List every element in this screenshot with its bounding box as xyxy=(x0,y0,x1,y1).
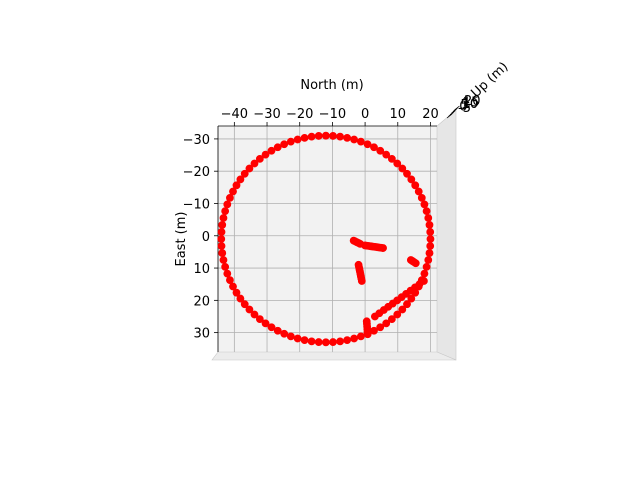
x-tick-label: 0 xyxy=(361,107,369,122)
data-point xyxy=(219,221,226,228)
data-point xyxy=(420,277,427,284)
data-point xyxy=(357,333,364,340)
data-point xyxy=(315,132,322,139)
data-point xyxy=(287,333,294,340)
data-point xyxy=(294,335,301,342)
data-point xyxy=(222,263,229,270)
x-tick-label: 20 xyxy=(422,107,439,122)
data-point xyxy=(357,138,364,145)
data-point xyxy=(418,194,425,201)
x-tick-label: −10 xyxy=(319,107,346,122)
data-point xyxy=(308,338,315,345)
data-point xyxy=(337,338,344,345)
data-point xyxy=(301,337,308,344)
data-point xyxy=(337,133,344,140)
plot-pane xyxy=(218,126,437,352)
data-point xyxy=(315,338,322,345)
data-point xyxy=(364,141,371,148)
data-point xyxy=(322,132,329,139)
y-tick-label: 10 xyxy=(193,262,210,277)
data-point xyxy=(308,133,315,140)
data-point xyxy=(220,256,227,263)
data-point xyxy=(329,338,336,345)
data-point xyxy=(222,208,229,215)
data-point xyxy=(220,214,227,221)
data-point xyxy=(423,263,430,270)
data-point xyxy=(421,201,428,208)
data-point xyxy=(219,249,226,256)
y-tick-label: −30 xyxy=(183,133,210,148)
y-tick-label: 20 xyxy=(193,294,210,309)
data-point xyxy=(218,235,225,242)
data-point xyxy=(344,134,351,141)
data-point xyxy=(329,132,336,139)
data-point xyxy=(421,270,428,277)
data-point xyxy=(294,136,301,143)
data-point xyxy=(350,136,357,143)
y-tick-label: 0 xyxy=(202,230,210,245)
data-point xyxy=(226,277,233,284)
data-point xyxy=(344,337,351,344)
x-tick-label: 10 xyxy=(390,107,407,122)
data-point xyxy=(301,134,308,141)
data-point xyxy=(423,208,430,215)
data-point xyxy=(427,235,434,242)
data-point xyxy=(281,330,288,337)
data-point xyxy=(218,228,225,235)
x-axis-label: North (m) xyxy=(300,78,363,93)
data-point xyxy=(218,242,225,249)
x-tick-label: −20 xyxy=(286,107,313,122)
data-point xyxy=(358,277,365,284)
data-point xyxy=(350,335,357,342)
y-tick-label: −10 xyxy=(183,197,210,212)
data-point xyxy=(287,138,294,145)
data-point xyxy=(427,228,434,235)
data-point xyxy=(427,242,434,249)
y-axis-label: East (m) xyxy=(174,212,189,267)
data-point xyxy=(224,201,231,208)
data-point xyxy=(426,221,433,228)
data-point xyxy=(322,339,329,346)
data-point xyxy=(274,144,281,151)
data-point xyxy=(224,270,231,277)
data-point xyxy=(364,331,371,338)
data-point xyxy=(412,260,419,267)
data-point xyxy=(379,244,386,251)
bottom-pane xyxy=(212,352,456,360)
x-tick-label: −30 xyxy=(253,107,280,122)
y-tick-label: −20 xyxy=(183,165,210,180)
data-point xyxy=(425,256,432,263)
z-axis-label: Up (m) xyxy=(468,59,511,100)
y-tick-label: 30 xyxy=(193,327,210,342)
data-point xyxy=(281,141,288,148)
data-point xyxy=(426,249,433,256)
data-point xyxy=(425,214,432,221)
x-tick-label: −40 xyxy=(221,107,248,122)
side-pane xyxy=(437,110,456,360)
